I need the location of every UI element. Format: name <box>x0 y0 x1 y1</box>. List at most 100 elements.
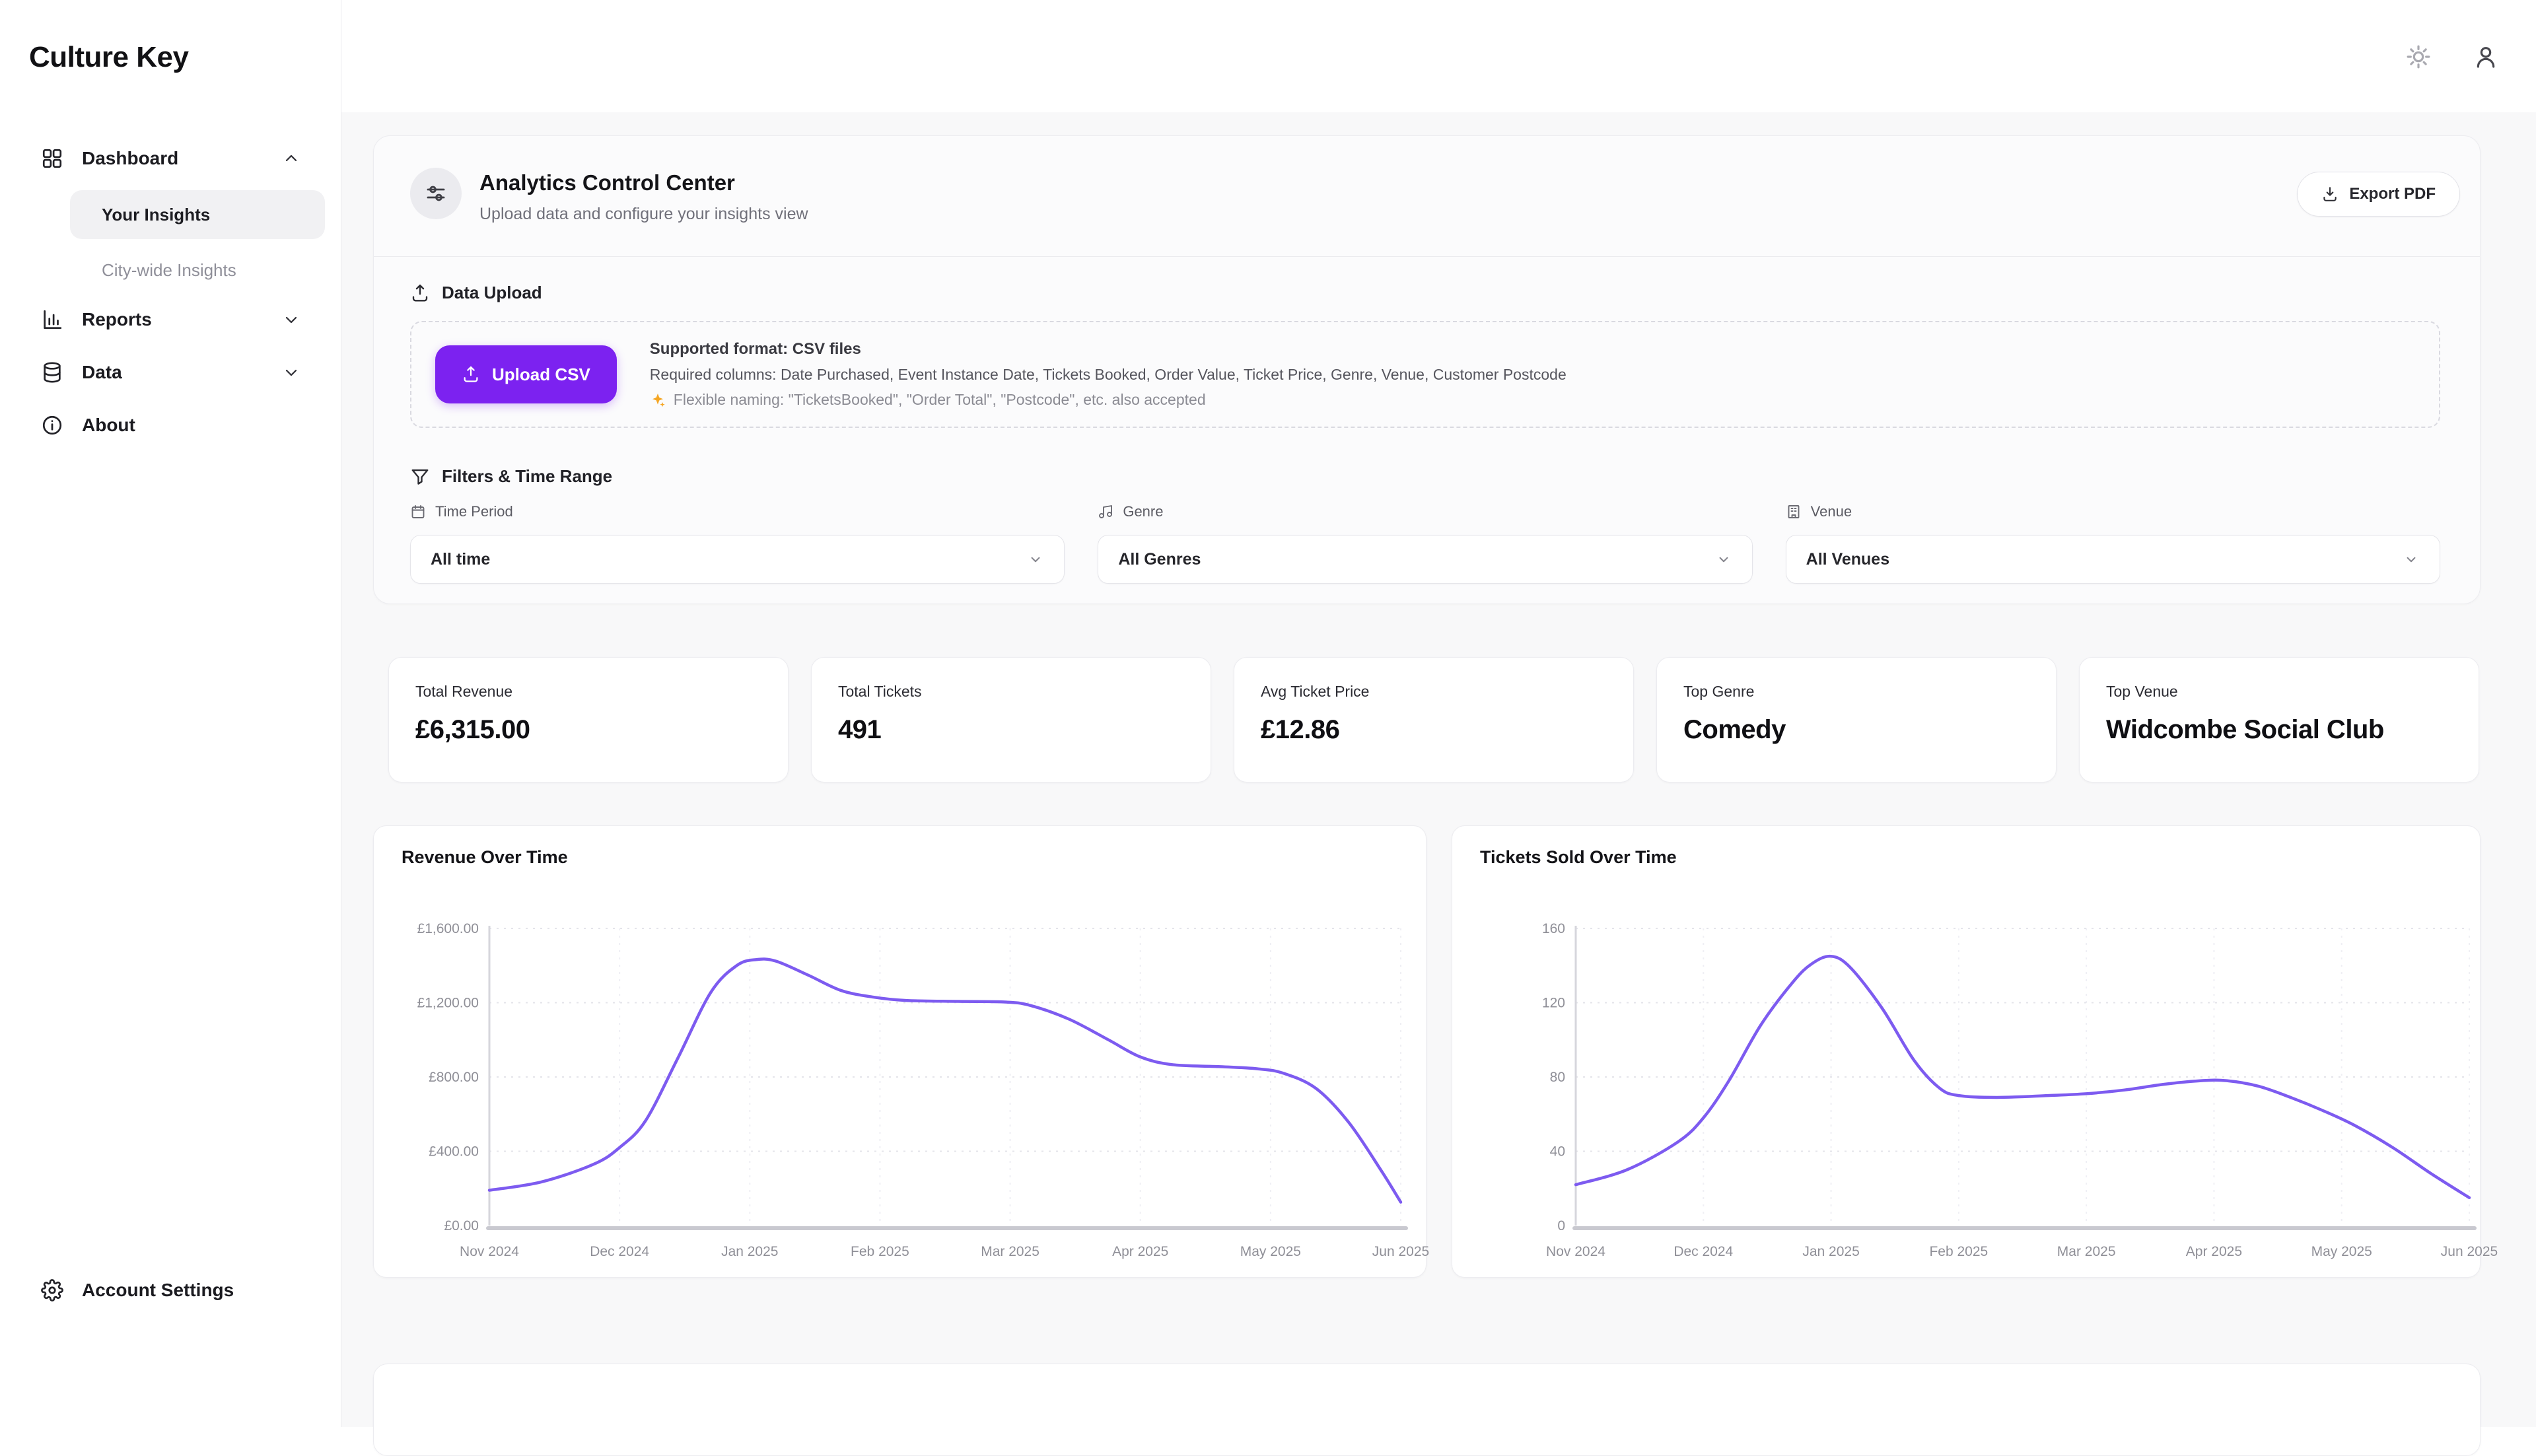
stat-label: Top Venue <box>2106 683 2452 701</box>
svg-text:Jan 2025: Jan 2025 <box>1802 1244 1859 1259</box>
sidebar-item-city-wide-insights[interactable]: City-wide Insights <box>70 246 325 295</box>
svg-text:40: 40 <box>1550 1144 1565 1160</box>
svg-text:Feb 2025: Feb 2025 <box>851 1244 909 1259</box>
svg-text:£1,600.00: £1,600.00 <box>417 921 479 936</box>
export-pdf-button[interactable]: Export PDF <box>2297 172 2460 217</box>
svg-text:Dec 2024: Dec 2024 <box>590 1244 649 1259</box>
upload-help-text: Supported format: CSV files Required col… <box>650 340 1567 409</box>
building-icon <box>1786 504 1802 520</box>
chevron-down-icon <box>282 363 300 382</box>
filter-genre: Genre All Genres <box>1098 503 1752 584</box>
music-icon <box>1098 504 1113 520</box>
sidebar-item-dashboard[interactable]: Dashboard <box>0 137 341 180</box>
stat-value: Widcombe Social Club <box>2106 715 2452 745</box>
venue-value: All Venues <box>1806 550 1889 569</box>
svg-text:Jun 2025: Jun 2025 <box>1372 1244 1429 1259</box>
sidebar-item-label: Data <box>82 362 122 383</box>
svg-text:0: 0 <box>1557 1218 1565 1233</box>
gear-icon <box>41 1279 63 1301</box>
time-period-label: Time Period <box>410 503 1065 520</box>
kpi-row: Total Revenue £6,315.00 Total Tickets 49… <box>388 657 2479 782</box>
genre-value: All Genres <box>1118 550 1201 569</box>
sidebar-item-about[interactable]: About <box>0 404 341 446</box>
genre-select[interactable]: All Genres <box>1098 535 1752 584</box>
topbar <box>341 0 2536 112</box>
svg-text:Apr 2025: Apr 2025 <box>2186 1244 2242 1259</box>
csv-dropzone[interactable]: Upload CSV Supported format: CSV files R… <box>410 321 2440 428</box>
upload-icon <box>410 283 430 303</box>
calendar-icon <box>410 504 426 520</box>
stat-label: Top Genre <box>1683 683 2029 701</box>
main-content: Analytics Control Center Upload data and… <box>341 0 2536 1427</box>
chevron-up-icon <box>282 149 300 168</box>
sidebar: Culture Key Dashboard Your Insights City… <box>0 0 341 1427</box>
chevron-down-icon <box>2403 551 2420 568</box>
required-columns-text: Required columns: Date Purchased, Event … <box>650 366 1567 384</box>
filters-grid: Time Period All time Genre All Genres <box>410 503 2440 584</box>
upload-csv-label: Upload CSV <box>492 364 590 385</box>
filter-time-period: Time Period All time <box>410 503 1065 584</box>
export-pdf-label: Export PDF <box>2349 185 2436 203</box>
sub-item-label: City-wide Insights <box>102 260 236 281</box>
sub-item-label: Your Insights <box>102 205 210 225</box>
venue-label: Venue <box>1786 503 2440 520</box>
grid-icon <box>41 147 63 170</box>
svg-text:Mar 2025: Mar 2025 <box>981 1244 1039 1259</box>
revenue-line-chart: £0.00£400.00£800.00£1,200.00£1,600.00Nov… <box>374 826 1427 1278</box>
user-icon[interactable] <box>2473 44 2499 70</box>
stat-label: Total Revenue <box>415 683 761 701</box>
svg-text:£1,200.00: £1,200.00 <box>417 996 479 1011</box>
sidebar-item-label: Dashboard <box>82 148 178 169</box>
sidebar-item-label: About <box>82 415 135 436</box>
divider <box>374 256 2480 257</box>
sidebar-item-your-insights[interactable]: Your Insights <box>70 190 325 239</box>
time-period-value: All time <box>431 550 490 569</box>
stat-value: Comedy <box>1683 715 2029 745</box>
database-icon <box>41 361 63 384</box>
stat-label: Avg Ticket Price <box>1261 683 1607 701</box>
revenue-over-time-chart-card: Revenue Over Time £0.00£400.00£800.00£1,… <box>373 825 1426 1278</box>
filter-venue: Venue All Venues <box>1786 503 2440 584</box>
stat-card-avg-ticket-price: Avg Ticket Price £12.86 <box>1234 657 1634 782</box>
sparkle-icon <box>650 392 666 408</box>
upload-csv-button[interactable]: Upload CSV <box>435 345 617 403</box>
stat-card-total-revenue: Total Revenue £6,315.00 <box>388 657 789 782</box>
partial-card-bottom <box>373 1364 2481 1456</box>
flexible-naming-text: Flexible naming: "TicketsBooked", "Order… <box>650 391 1567 409</box>
analytics-control-center-panel: Analytics Control Center Upload data and… <box>373 135 2481 604</box>
data-upload-section-label: Data Upload <box>410 283 542 303</box>
svg-text:Nov 2024: Nov 2024 <box>460 1244 519 1259</box>
stat-value: 491 <box>838 715 1184 745</box>
svg-text:80: 80 <box>1550 1070 1565 1085</box>
chevron-down-icon <box>1027 551 1044 568</box>
sidebar-item-label: Reports <box>82 309 152 330</box>
upload-icon <box>462 365 480 384</box>
svg-text:160: 160 <box>1542 921 1565 936</box>
supported-format-text: Supported format: CSV files <box>650 340 1567 359</box>
info-icon <box>41 414 63 436</box>
svg-text:Mar 2025: Mar 2025 <box>2057 1244 2116 1259</box>
chevron-down-icon <box>282 310 300 329</box>
sidebar-item-account-settings[interactable]: Account Settings <box>0 1269 341 1311</box>
venue-select[interactable]: All Venues <box>1786 535 2440 584</box>
funnel-icon <box>410 467 430 487</box>
sidebar-item-data[interactable]: Data <box>0 351 341 394</box>
stat-card-top-genre: Top Genre Comedy <box>1656 657 2057 782</box>
svg-text:Jun 2025: Jun 2025 <box>2441 1244 2498 1259</box>
sidebar-item-reports[interactable]: Reports <box>0 298 341 341</box>
tickets-line-chart: 04080120160Nov 2024Dec 2024Jan 2025Feb 2… <box>1452 826 2481 1278</box>
tickets-sold-over-time-chart-card: Tickets Sold Over Time 04080120160Nov 20… <box>1452 825 2481 1278</box>
svg-text:Jan 2025: Jan 2025 <box>721 1244 778 1259</box>
sidebar-item-label: Account Settings <box>82 1280 234 1301</box>
stat-label: Total Tickets <box>838 683 1184 701</box>
svg-text:Feb 2025: Feb 2025 <box>1929 1244 1988 1259</box>
svg-text:May 2025: May 2025 <box>2311 1244 2372 1259</box>
time-period-select[interactable]: All time <box>410 535 1065 584</box>
sun-icon[interactable] <box>2405 44 2432 70</box>
brand-logo: Culture Key <box>29 41 188 74</box>
download-icon <box>2321 186 2339 203</box>
svg-text:Dec 2024: Dec 2024 <box>1673 1244 1733 1259</box>
page-subtitle: Upload data and configure your insights … <box>479 205 808 224</box>
svg-text:Apr 2025: Apr 2025 <box>1112 1244 1168 1259</box>
stat-card-top-venue: Top Venue Widcombe Social Club <box>2079 657 2479 782</box>
